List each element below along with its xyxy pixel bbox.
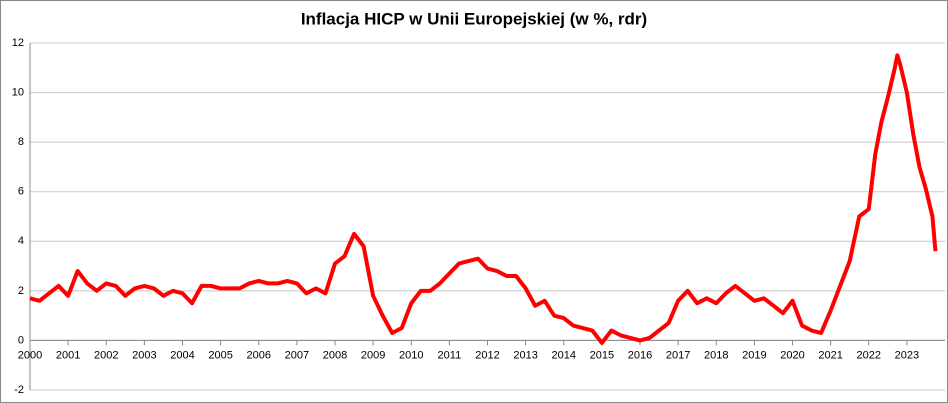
x-tick-label: 2005 (208, 349, 232, 361)
x-tick-label: 2014 (552, 349, 576, 361)
x-tick-label: 2004 (170, 349, 194, 361)
y-tick-label: 10 (12, 86, 24, 98)
y-tick-label: -2 (14, 384, 24, 396)
x-tick-label: 2015 (590, 349, 614, 361)
x-tick-label: 2016 (628, 349, 652, 361)
x-tick-label: 2002 (94, 349, 118, 361)
data-line (29, 53, 938, 345)
y-tick-label: 0 (18, 334, 24, 346)
x-tick-label: 2017 (666, 349, 690, 361)
y-tick-label: 6 (18, 186, 24, 198)
x-tick-label: 2006 (247, 349, 271, 361)
y-tick-label: 4 (18, 235, 24, 247)
x-tick-label: 2011 (438, 349, 462, 361)
x-tick-label: 2022 (857, 349, 881, 361)
y-tick-label: 12 (12, 37, 24, 49)
x-tick-label: 2021 (818, 349, 842, 361)
x-tick-label: 2019 (742, 349, 766, 361)
x-tick-label: 2010 (399, 349, 423, 361)
x-tick-label: 2020 (780, 349, 804, 361)
y-tick-label: 2 (18, 285, 24, 297)
y-tick-label: 8 (18, 136, 24, 148)
x-tick-label: 2013 (513, 349, 537, 361)
x-tick-label: 2003 (132, 349, 156, 361)
x-tick-label: 2001 (56, 349, 80, 361)
x-tick-label: 2009 (361, 349, 385, 361)
chart-title: Inflacja HICP w Unii Europejskiej (w %, … (301, 9, 647, 28)
x-tick-label: 2000 (18, 349, 42, 361)
x-tick-label: 2008 (323, 349, 347, 361)
x-tick-label: 2012 (475, 349, 499, 361)
x-tick-label: 2023 (895, 349, 919, 361)
x-tick-label: 2007 (285, 349, 309, 361)
x-tick-label: 2018 (704, 349, 728, 361)
